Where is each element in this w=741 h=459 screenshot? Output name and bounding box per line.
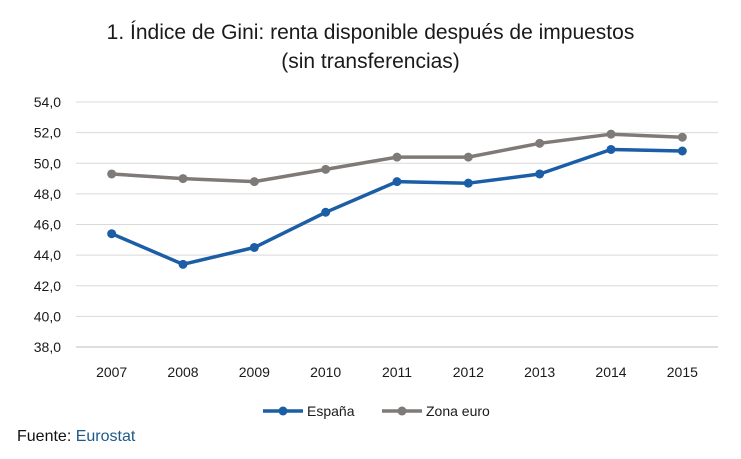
chart-subtitle: (sin transferencias) <box>281 50 460 73</box>
y-tick-label: 54,0 <box>34 94 61 110</box>
data-point <box>606 144 616 154</box>
source-link[interactable]: Eurostat <box>75 428 136 445</box>
x-tick-label: 2012 <box>453 364 484 380</box>
data-point <box>535 169 545 179</box>
legend-label: España <box>307 403 355 419</box>
data-point <box>249 242 259 252</box>
data-point <box>535 138 545 148</box>
x-tick-label: 2010 <box>310 364 341 380</box>
data-point <box>321 207 331 217</box>
data-point <box>392 152 402 162</box>
chart-title: 1. Índice de Gini: renta disponible desp… <box>106 21 635 44</box>
data-point <box>677 132 687 142</box>
x-tick-label: 2009 <box>239 364 270 380</box>
source-label: Fuente: <box>17 428 72 445</box>
data-point <box>178 259 188 269</box>
y-tick-label: 38,0 <box>34 339 61 355</box>
x-tick-label: 2007 <box>96 364 127 380</box>
data-point <box>606 129 616 139</box>
chart-title-block: 1. Índice de Gini: renta disponible desp… <box>0 18 741 76</box>
y-tick-label: 46,0 <box>34 217 61 233</box>
data-point <box>463 152 473 162</box>
y-tick-label: 42,0 <box>34 278 61 294</box>
data-point <box>249 177 259 187</box>
x-tick-label: 2013 <box>524 364 555 380</box>
legend-label: Zona euro <box>426 403 490 419</box>
legend-marker <box>278 406 288 416</box>
y-tick-label: 48,0 <box>34 186 61 202</box>
data-point <box>178 174 188 184</box>
x-tick-label: 2011 <box>382 364 412 380</box>
x-tick-label: 2014 <box>595 364 626 380</box>
data-point <box>463 178 473 188</box>
y-tick-label: 52,0 <box>34 125 61 141</box>
data-point <box>321 164 331 174</box>
y-tick-label: 44,0 <box>34 247 61 263</box>
y-tick-label: 50,0 <box>34 155 61 171</box>
series-line <box>109 147 685 267</box>
data-point <box>677 146 687 156</box>
data-point <box>107 229 117 239</box>
source-note: Fuente: Eurostat <box>17 428 135 446</box>
legend-marker <box>397 406 407 416</box>
x-tick-label: 2015 <box>667 364 698 380</box>
data-point <box>107 169 117 179</box>
data-point <box>392 177 402 187</box>
x-tick-label: 2008 <box>167 364 198 380</box>
y-tick-label: 40,0 <box>34 308 61 324</box>
